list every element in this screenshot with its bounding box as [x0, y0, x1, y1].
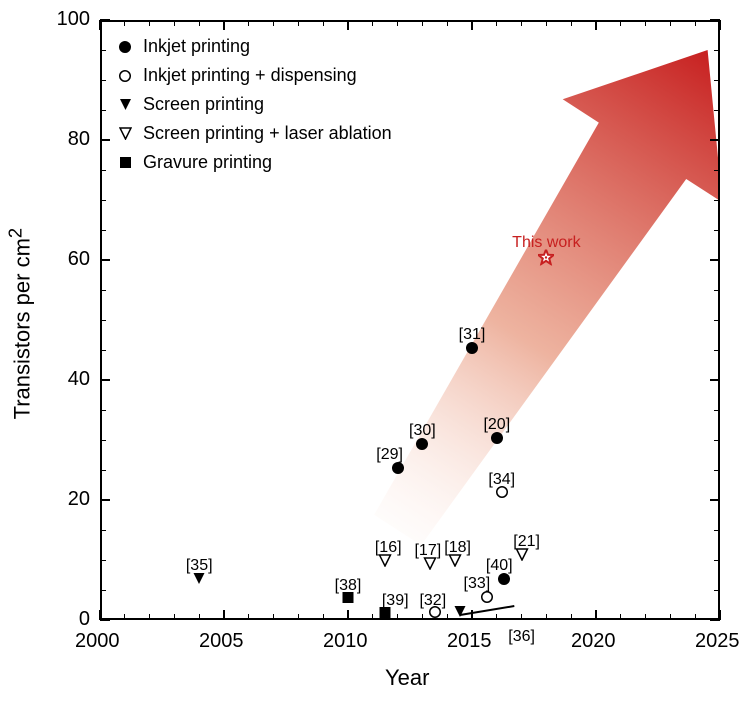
- legend-item: Inkjet printing + dispensing: [115, 62, 392, 89]
- legend-label: Screen printing + laser ablation: [143, 120, 392, 147]
- legend-label: Inkjet printing: [143, 33, 250, 60]
- data-label: [36]: [508, 628, 535, 646]
- this-work-label: This work: [512, 234, 580, 252]
- data-label: [21]: [513, 533, 540, 551]
- x-axis-label: Year: [385, 665, 429, 691]
- legend-item: Screen printing + laser ablation: [115, 120, 392, 147]
- chart-container: Year Transistors per cm2 200020052010201…: [0, 0, 747, 709]
- data-label: [32]: [419, 592, 446, 610]
- data-label: [33]: [464, 575, 491, 593]
- data-label: [39]: [382, 592, 409, 610]
- filled-square-icon: [115, 157, 135, 168]
- legend-label: Gravure printing: [143, 149, 272, 176]
- data-label: [30]: [409, 422, 436, 440]
- legend-item: Inkjet printing: [115, 33, 392, 60]
- data-label: [34]: [488, 471, 515, 489]
- data-label: [35]: [186, 557, 213, 575]
- data-label: [16]: [375, 539, 402, 557]
- data-label: [31]: [459, 326, 486, 344]
- open-circle-icon: [115, 70, 135, 82]
- legend-label: Screen printing: [143, 91, 264, 118]
- data-label: [38]: [335, 577, 362, 595]
- data-label: [18]: [444, 539, 471, 557]
- legend-item: Gravure printing: [115, 149, 392, 176]
- open-triangle-down-icon: [115, 127, 135, 140]
- data-label: [29]: [376, 446, 403, 464]
- legend-label: Inkjet printing + dispensing: [143, 62, 357, 89]
- data-label: [40]: [486, 557, 513, 575]
- legend: Inkjet printingInkjet printing + dispens…: [115, 33, 392, 178]
- filled-circle-icon: [115, 41, 135, 53]
- this-work-star: [538, 250, 554, 271]
- filled-triangle-down-icon: [115, 98, 135, 111]
- data-label: [20]: [483, 416, 510, 434]
- legend-item: Screen printing: [115, 91, 392, 118]
- y-axis-label: Transistors per cm2: [4, 214, 35, 434]
- data-label: [17]: [414, 542, 441, 560]
